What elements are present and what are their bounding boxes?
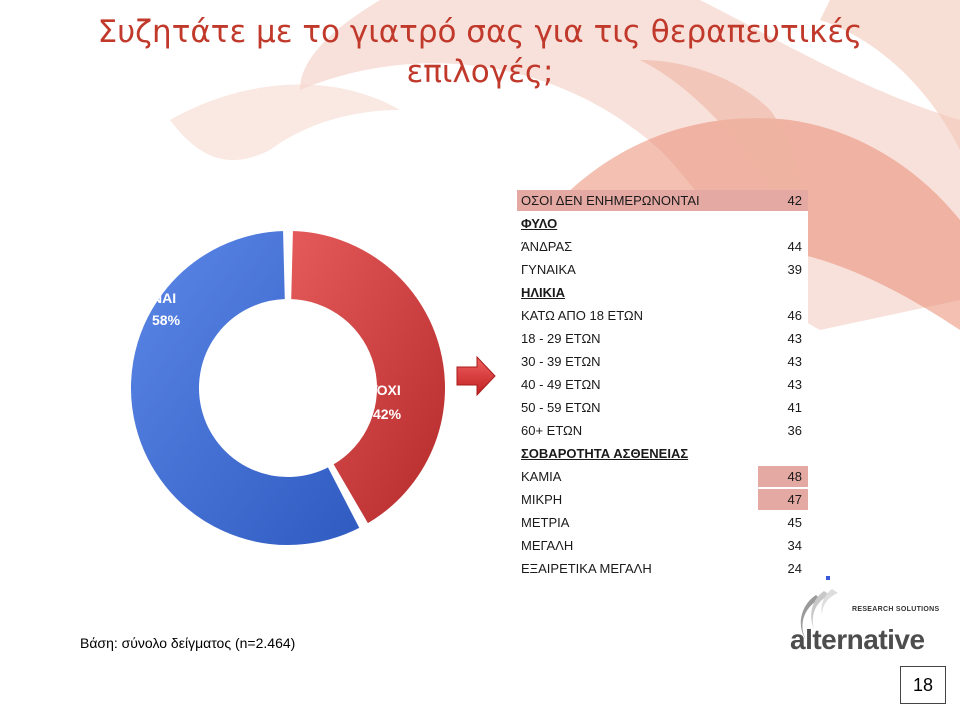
page-title: Συζητάτε με το γιατρό σας για τις θεραπε… bbox=[0, 12, 960, 92]
row-label: ΚΑΜΙΑ bbox=[517, 465, 758, 489]
table-row: ΣΟΒΑΡΟΤΗΤΑ ΑΣΘΕΝΕΙΑΣ bbox=[517, 442, 808, 466]
row-value: 45 bbox=[758, 511, 808, 535]
title-line-2: επιλογές; bbox=[406, 54, 554, 90]
slice-label-no-value: 42% bbox=[373, 406, 402, 422]
page-number: 18 bbox=[900, 666, 946, 704]
row-label: ΟΣΟΙ ΔΕΝ ΕΝΗΜΕΡΩΝΟΝΤΑΙ bbox=[517, 190, 758, 213]
row-label: ΜΙΚΡΗ bbox=[517, 488, 758, 512]
donut-slice-no bbox=[289, 229, 447, 526]
slice-label-yes-value: 58% bbox=[152, 312, 181, 328]
row-value: 42 bbox=[758, 190, 808, 213]
row-label: ΚΑΤΩ ΑΠΟ 18 ΕΤΩΝ bbox=[517, 304, 758, 328]
row-label: ΆΝΔΡΑΣ bbox=[517, 235, 758, 259]
logo-wordmark: alternative bbox=[790, 624, 925, 655]
table-row: ΜΕΓΑΛΗ 34 bbox=[517, 534, 808, 558]
row-value: 43 bbox=[758, 327, 808, 351]
table-row: ΕΞΑΙΡΕΤΙΚΑ ΜΕΓΑΛΗ 24 bbox=[517, 557, 808, 581]
donut-chart: ΝΑΙ 58% ΌΧΙ 42% bbox=[129, 229, 447, 547]
slice-label-yes-name: ΝΑΙ bbox=[152, 290, 176, 306]
row-value: 36 bbox=[758, 419, 808, 443]
table-row: ΚΑΜΙΑ 48 bbox=[517, 465, 808, 489]
table-row: ΚΑΤΩ ΑΠΟ 18 ΕΤΩΝ 46 bbox=[517, 304, 808, 328]
logo-tagline: RESEARCH SOLUTIONS bbox=[852, 606, 940, 613]
table-row: ΦΥΛΟ bbox=[517, 212, 808, 236]
row-value: 46 bbox=[758, 304, 808, 328]
row-label: 50 - 59 ΕΤΩΝ bbox=[517, 396, 758, 420]
row-value: 34 bbox=[758, 534, 808, 558]
row-label: ΜΕΓΑΛΗ bbox=[517, 534, 758, 558]
row-value: 44 bbox=[758, 235, 808, 259]
resize-handle-icon bbox=[826, 576, 830, 580]
row-value: 43 bbox=[758, 350, 808, 374]
table-row: ΜΙΚΡΗ 47 bbox=[517, 488, 808, 512]
row-label: 18 - 29 ΕΤΩΝ bbox=[517, 327, 758, 351]
row-label: ΜΕΤΡΙΑ bbox=[517, 511, 758, 535]
row-label: 30 - 39 ΕΤΩΝ bbox=[517, 350, 758, 374]
title-line-1: Συζητάτε με το γιατρό σας για τις θεραπε… bbox=[97, 14, 863, 50]
slice-label-no-name: ΌΧΙ bbox=[375, 382, 401, 398]
table-row: ΟΣΟΙ ΔΕΝ ΕΝΗΜΕΡΩΝΟΝΤΑΙ 42 bbox=[517, 190, 808, 213]
row-value: 48 bbox=[758, 465, 808, 489]
row-value bbox=[758, 281, 808, 305]
row-label: ΕΞΑΙΡΕΤΙΚΑ ΜΕΓΑΛΗ bbox=[517, 557, 758, 581]
table-row: 60+ ΕΤΩΝ 36 bbox=[517, 419, 808, 443]
row-label: ΦΥΛΟ bbox=[517, 212, 758, 236]
table-row: ΆΝΔΡΑΣ 44 bbox=[517, 235, 808, 259]
table-row: 18 - 29 ΕΤΩΝ 43 bbox=[517, 327, 808, 351]
table-row: 40 - 49 ΕΤΩΝ 43 bbox=[517, 373, 808, 397]
table-row: ΜΕΤΡΙΑ 45 bbox=[517, 511, 808, 535]
row-value bbox=[758, 212, 808, 236]
row-label: ΗΛΙΚΙΑ bbox=[517, 281, 758, 305]
row-value: 47 bbox=[758, 488, 808, 512]
table-row: ΓΥΝΑΙΚΑ 39 bbox=[517, 258, 808, 282]
row-value: 24 bbox=[758, 557, 808, 581]
base-note: Βάση: σύνολο δείγματος (n=2.464) bbox=[80, 635, 296, 651]
row-label: ΣΟΒΑΡΟΤΗΤΑ ΑΣΘΕΝΕΙΑΣ bbox=[517, 442, 758, 466]
table-row: 50 - 59 ΕΤΩΝ 41 bbox=[517, 396, 808, 420]
donut-slice-yes bbox=[129, 229, 362, 547]
row-value: 41 bbox=[758, 396, 808, 420]
row-label: 40 - 49 ΕΤΩΝ bbox=[517, 373, 758, 397]
table-row: ΗΛΙΚΙΑ bbox=[517, 281, 808, 305]
breakdown-table: ΟΣΟΙ ΔΕΝ ΕΝΗΜΕΡΩΝΟΝΤΑΙ 42 ΦΥΛΟ ΆΝΔΡΑΣ 44 ΓΥΝΑ… bbox=[517, 190, 808, 581]
row-value: 39 bbox=[758, 258, 808, 282]
table-row: 30 - 39 ΕΤΩΝ 43 bbox=[517, 350, 808, 374]
row-label: 60+ ΕΤΩΝ bbox=[517, 419, 758, 443]
row-label: ΓΥΝΑΙΚΑ bbox=[517, 258, 758, 282]
arrow-right-icon bbox=[456, 355, 496, 397]
row-value: 43 bbox=[758, 373, 808, 397]
logo-swoosh-icon bbox=[800, 589, 838, 640]
row-value bbox=[758, 442, 808, 466]
